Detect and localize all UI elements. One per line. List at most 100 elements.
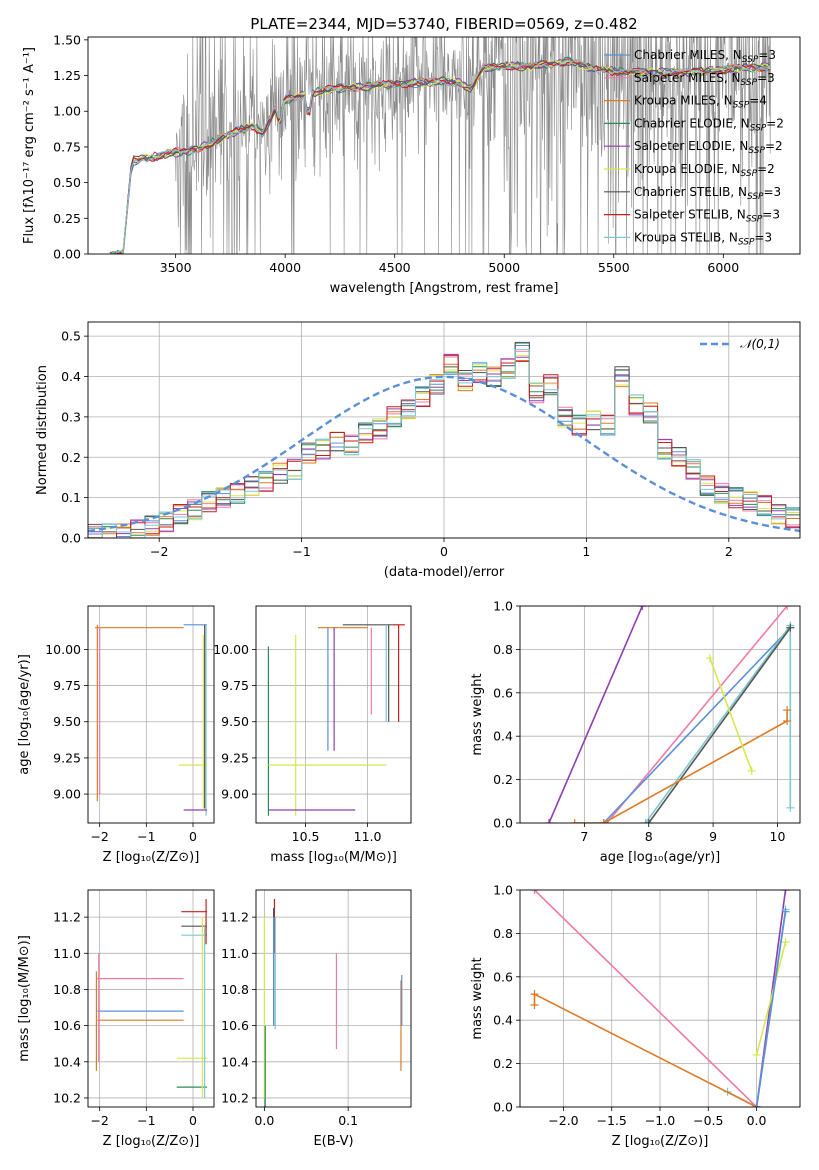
mass_age-xtick-label: 10.5	[292, 829, 320, 844]
z_weight-ylabel: mass weight	[470, 957, 485, 1039]
ebv_mass-ytick-label: 10.4	[221, 1054, 249, 1069]
z_weight-marker-kroupa_elodie	[752, 1050, 761, 1059]
z_mass-ytick-label: 11.0	[53, 946, 81, 961]
ebv_mass-ytick-label: 10.8	[221, 982, 249, 997]
ebv_mass-plot-area	[263, 899, 403, 1107]
age_weight-marker-chabrier_stelib	[786, 623, 795, 632]
z_weight-xtick-label: −0.5	[693, 1113, 723, 1128]
residuals-hist-chabrier_elodie	[88, 341, 800, 538]
mass_age-plot-area	[267, 624, 405, 816]
z_mass-ytick-label: 10.4	[53, 1054, 81, 1069]
spectrum-ytick-label: 1.00	[53, 104, 81, 119]
age_weight-marker-kroupa_elodie	[747, 766, 756, 775]
z_mass-ytick-label: 10.2	[53, 1090, 81, 1105]
z_mass-xtick-label: −2	[90, 1113, 108, 1128]
z_weight-line-kroupa_miles	[533, 992, 757, 1107]
spectrum-model-chabrier_stelib	[117, 60, 770, 254]
spectrum-xtick-label: 4500	[379, 260, 411, 275]
spectrum-xtick-label: 6000	[707, 260, 739, 275]
age_weight-marker-kroupa_miles	[599, 819, 608, 823]
mass_age-xtick-label: 11.0	[354, 829, 382, 844]
spectrum-model-salpeter_elodie	[109, 58, 770, 254]
age_weight-ytick-label: 0.2	[493, 772, 513, 787]
age_weight-marker-kroupa_miles	[570, 819, 579, 823]
z_age-ytick-label: 10.00	[45, 642, 81, 657]
spectrum-ytick-label: 0.50	[53, 175, 81, 190]
mass_age-xlabel: mass [log₁₀(M/M⊙)]	[270, 850, 397, 865]
z_age-ytick-label: 9.00	[53, 787, 81, 802]
age_weight-ytick-label: 1.0	[493, 599, 513, 614]
z_weight-xtick-label: −2.0	[548, 1113, 578, 1128]
age_weight-marker-kroupa_stelib	[786, 803, 795, 812]
spectrum-title: PLATE=2344, MJD=53740, FIBERID=0569, z=0…	[250, 15, 637, 33]
z_weight-line-kroupa_elodie	[755, 941, 787, 1056]
legend-label: Chabrier STELIB, NSSP=3	[634, 185, 781, 202]
legend-label: Chabrier MILES, NSSP=3	[634, 48, 776, 65]
age_weight-plot-area	[544, 606, 795, 823]
residuals-hist-chabrier_miles	[88, 345, 800, 538]
z_weight-marker-kroupa_elodie	[781, 938, 790, 947]
age_weight-ytick-label: 0.8	[493, 642, 513, 657]
z_age-ylabel: age [log₁₀(age/yr)]	[17, 654, 32, 775]
mass_age-ytick-label: 9.75	[221, 678, 249, 693]
age_weight-ylabel: mass weight	[470, 673, 485, 755]
residuals-gaussian	[88, 375, 800, 533]
age_weight-line-salpeter_elodie	[548, 606, 644, 823]
ebv_mass-xtick-label: 0.0	[254, 1113, 274, 1128]
age_weight-ytick-label: 0.6	[493, 685, 513, 700]
spectrum-ytick-label: 0.25	[53, 211, 81, 226]
age_weight-marker-kroupa_stelib	[641, 819, 650, 823]
spectrum-axes-frame	[87, 36, 801, 255]
z_weight-ytick-label: 1.0	[493, 883, 513, 898]
residuals-ytick-label: 0.4	[61, 369, 81, 384]
z_age-xtick-label: −1	[137, 829, 155, 844]
age_weight-line-salpeter_miles	[606, 606, 788, 823]
spectrum-ytick-label: 1.50	[53, 32, 81, 47]
ebv_mass-ytick-label: 11.0	[221, 946, 249, 961]
age_weight-ytick-label: 0.0	[493, 816, 513, 831]
z_weight-marker-kroupa_miles	[530, 990, 539, 999]
age_weight-xtick-label: 7	[580, 829, 588, 844]
z_mass-xlabel: Z [log₁₀(Z/Z⊙)]	[103, 1134, 200, 1149]
mass_age-grid	[256, 606, 411, 823]
z_weight-marker-chabrier_miles	[752, 1103, 761, 1107]
z_weight-ytick-label: 0.6	[493, 969, 513, 984]
ebv_mass-xlabel: E(B-V)	[313, 1134, 353, 1149]
z_weight-marker-salpeter_miles	[530, 890, 539, 894]
age_weight-marker-kroupa_elodie	[705, 654, 714, 663]
z_age-xtick-label: 0	[189, 829, 197, 844]
residuals-xlabel: (data-model)/error	[384, 565, 505, 580]
legend-label: 𝒩(0,1)	[740, 337, 780, 351]
spectrum-model-chabrier_elodie	[109, 56, 771, 254]
residuals-xtick-label: −2	[150, 544, 168, 559]
residuals-ytick-label: 0.3	[61, 409, 81, 424]
spectrum-xlabel: wavelength [Angstrom, rest frame]	[330, 281, 559, 296]
residuals-ytick-label: 0.1	[61, 490, 81, 505]
ebv_mass-grid	[256, 890, 411, 1107]
age_weight-marker-salpeter_elodie	[638, 606, 647, 610]
z_age-ytick-label: 9.25	[53, 750, 81, 765]
z_mass-plot-area	[95, 899, 207, 1098]
age_weight-marker-salpeter_elodie	[544, 819, 553, 823]
age_weight-marker-kroupa_miles	[783, 706, 792, 715]
z_mass-ylabel: mass [log₁₀(M/M⊙)]	[17, 935, 32, 1062]
spectrum-data-line	[109, 37, 771, 254]
z_weight-grid	[520, 889, 800, 1108]
z_weight-marker-chabrier_miles	[781, 907, 790, 916]
z_age-grid	[88, 606, 214, 823]
age_weight-axes-frame	[519, 605, 801, 824]
z_age-xlabel: Z [log₁₀(Z/Z⊙)]	[103, 850, 200, 865]
residuals-xtick-label: 2	[725, 544, 733, 559]
spectrum-ylabel: Flux [fλ10⁻¹⁷ erg cm⁻² s⁻¹ A⁻¹]	[22, 47, 37, 244]
spectrum-plot-area	[109, 37, 771, 254]
z_weight-ytick-label: 0.4	[493, 1013, 513, 1028]
z_mass-xtick-label: −1	[137, 1113, 155, 1128]
z_weight-ytick-label: 0.8	[493, 926, 513, 941]
ebv_mass-ytick-label: 10.2	[221, 1090, 249, 1105]
spectrum-xtick-label: 3500	[160, 260, 192, 275]
age_weight-line-kroupa_elodie	[709, 657, 753, 772]
residuals-ytick-label: 0.5	[61, 329, 81, 344]
age_weight-line-chabrier_miles	[603, 627, 791, 823]
residuals-ytick-label: 0.2	[61, 450, 81, 465]
spectrum-xtick-label: 5000	[488, 260, 520, 275]
